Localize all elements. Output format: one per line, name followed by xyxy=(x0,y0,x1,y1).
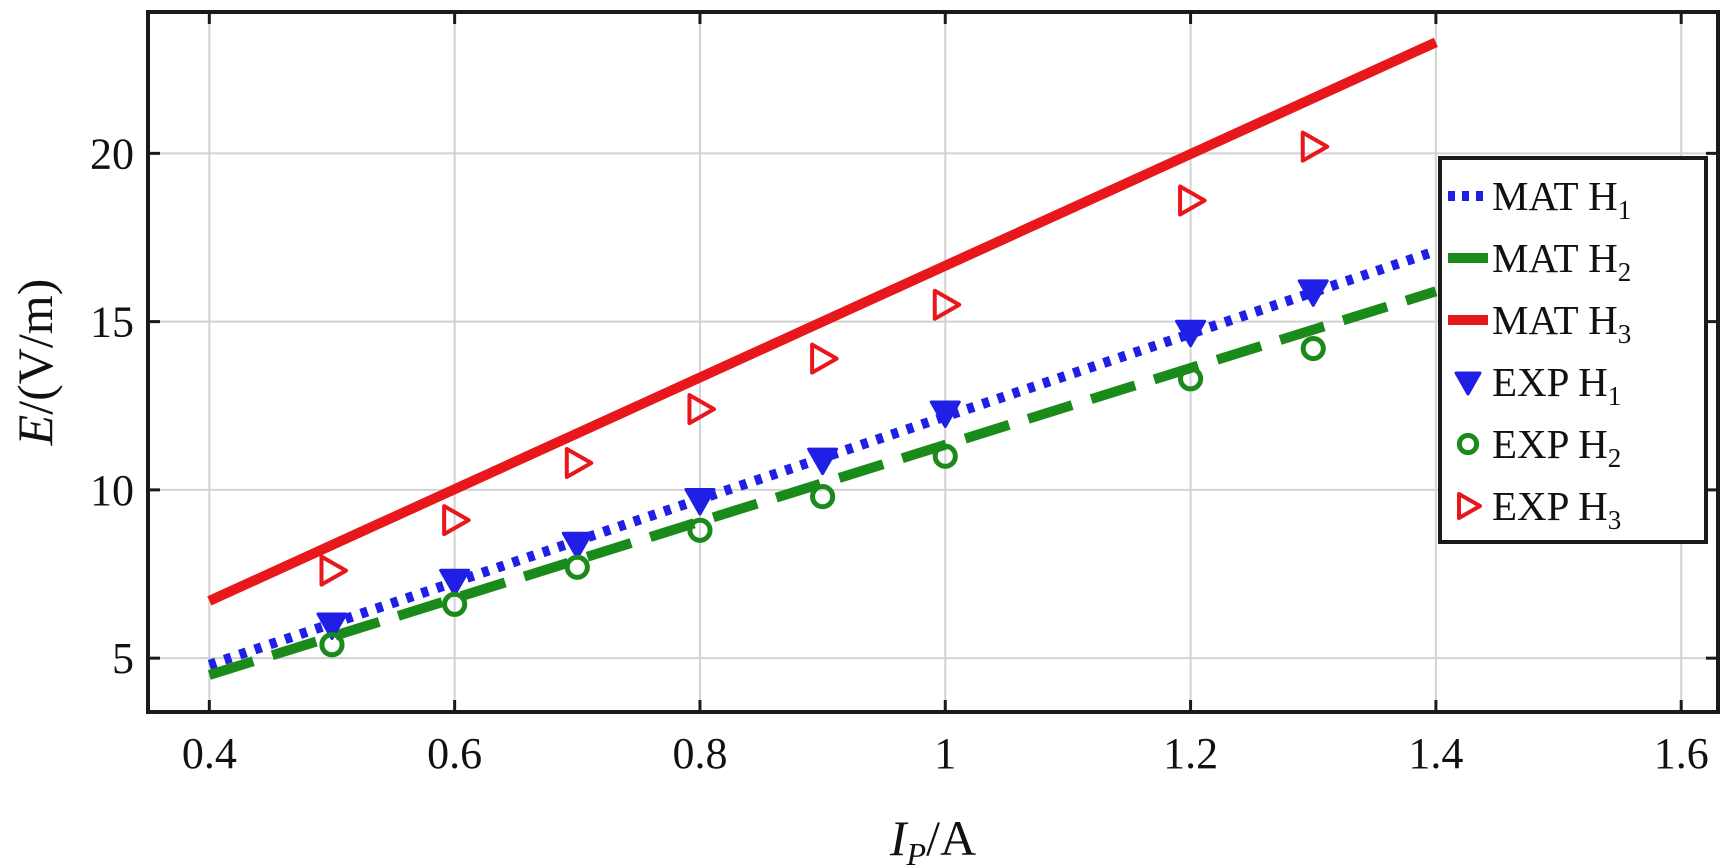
series-exp-h1-point xyxy=(807,447,839,476)
series-exp-h1-point xyxy=(1297,279,1329,307)
y-tick-label: 10 xyxy=(90,466,134,515)
series-exp-h1-point xyxy=(439,568,471,597)
series-exp-h2-point xyxy=(564,554,590,580)
y-axis-title-main: E xyxy=(7,415,63,447)
series-exp-h2-point xyxy=(810,484,836,510)
series-exp-h3-point xyxy=(564,446,594,479)
series-layer xyxy=(207,37,1438,680)
y-tick-label: 5 xyxy=(112,634,134,683)
series-exp-h3-point xyxy=(687,393,716,426)
legend-item-exp-h1-name: EXP H xyxy=(1492,359,1608,405)
series-mat-h1-line xyxy=(207,246,1438,670)
legend-item-exp-h2-subscript: 2 xyxy=(1608,443,1622,473)
series-exp-h2-point xyxy=(932,443,958,469)
legend-item-mat-h3-name: MAT H xyxy=(1492,297,1618,343)
series-exp-h3-point xyxy=(1178,184,1207,217)
y-axis-title-unit: /(V/m) xyxy=(7,279,63,415)
y-axis-title: E/(V/m) xyxy=(7,279,63,447)
legend-item-mat-h2-label: MAT H2 xyxy=(1492,235,1631,287)
x-tick-label: 0.4 xyxy=(182,729,237,778)
legend-item-mat-h3-subscript: 3 xyxy=(1618,319,1632,349)
series-exp-h2-point xyxy=(1300,335,1326,362)
series-exp-h2-point xyxy=(442,591,468,617)
legend-item-mat-h3-label: MAT H3 xyxy=(1492,297,1631,349)
y-tick-label: 20 xyxy=(90,129,134,178)
series-mat-h3-line xyxy=(207,37,1438,606)
legend-item-exp-h3-label: EXP H3 xyxy=(1492,483,1621,535)
series-exp-h1-point xyxy=(316,612,348,640)
series-exp-h3-point xyxy=(1300,130,1330,163)
series-exp-h1-point xyxy=(684,487,716,516)
x-axis-title: IP/A xyxy=(889,810,976,868)
legend-item-exp-h1-swatch xyxy=(1454,371,1482,396)
series-exp-h3-point xyxy=(932,288,962,321)
x-tick-label: 0.8 xyxy=(672,729,727,778)
legend-item-mat-h2-subscript: 2 xyxy=(1618,257,1632,287)
plot-frame xyxy=(146,10,1720,714)
legend-item-exp-h1-subscript: 1 xyxy=(1608,381,1622,411)
x-tick-label: 1 xyxy=(934,729,956,778)
series-exp-h2-point xyxy=(1177,366,1204,392)
x-axis-title-sub: P xyxy=(906,836,927,868)
x-tick-label: 1.4 xyxy=(1408,729,1463,778)
x-tick-label: 0.6 xyxy=(427,729,482,778)
x-tick-label: 1.6 xyxy=(1654,729,1709,778)
legend-item-exp-h3-swatch xyxy=(1457,492,1482,520)
legend-item-exp-h1-label: EXP H1 xyxy=(1492,359,1621,411)
x-tick-label: 1.2 xyxy=(1163,729,1218,778)
x-axis-title-main: I xyxy=(889,810,909,866)
legend-item-mat-h1-subscript: 1 xyxy=(1618,195,1632,225)
series-exp-h1-point xyxy=(1175,319,1207,348)
series-exp-h3-point xyxy=(810,342,839,375)
ticks: 0.4 0.6 0.8 1 1.2 1.4 1.6 5 10 15 20 xyxy=(90,12,1718,778)
legend-item-exp-h3-subscript: 3 xyxy=(1608,505,1622,535)
series-exp-h3-point xyxy=(442,504,471,537)
y-tick-label: 15 xyxy=(90,298,134,347)
series-exp-h1-point xyxy=(929,400,961,428)
series-exp-h3-point xyxy=(319,554,348,587)
legend-item-exp-h3-name: EXP H xyxy=(1492,483,1608,529)
series-exp-h1-point xyxy=(561,531,593,560)
legend-item-mat-h1-label: MAT H1 xyxy=(1492,173,1631,225)
series-exp-h2-point xyxy=(319,632,345,658)
legend-box xyxy=(1438,156,1708,544)
legend-item-exp-h2-label: EXP H2 xyxy=(1492,421,1621,473)
legend-item-exp-h2-name: EXP H xyxy=(1492,421,1608,467)
x-axis-title-unit: /A xyxy=(926,810,976,866)
series-mat-h2-line xyxy=(207,286,1438,680)
legend-item-mat-h2-name: MAT H xyxy=(1492,235,1618,281)
legend-item-mat-h1-name: MAT H xyxy=(1492,173,1618,219)
series-exp-h2-point xyxy=(687,517,713,543)
legend-item-exp-h2-swatch xyxy=(1456,432,1480,456)
